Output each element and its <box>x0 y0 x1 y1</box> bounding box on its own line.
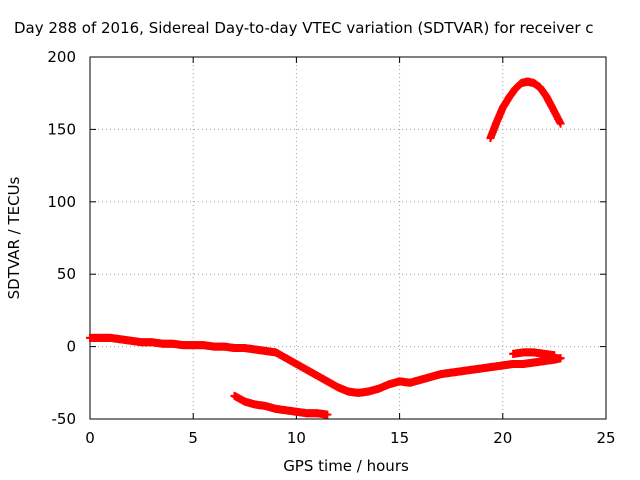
x-axis-label: GPS time / hours <box>283 457 409 475</box>
plot-border <box>89 56 607 420</box>
y-axis-label: SDTVAR / TECUs <box>5 176 23 299</box>
x-tick-label: 25 <box>596 429 615 447</box>
y-tick-label: 0 <box>66 338 76 356</box>
x-tick-label: 5 <box>188 429 198 447</box>
x-tick-label: 20 <box>493 429 512 447</box>
y-tick-label: 100 <box>47 193 76 211</box>
data-point <box>556 119 565 128</box>
y-tick-label: 50 <box>57 265 76 283</box>
data-point <box>556 354 565 363</box>
series-2 <box>230 391 332 419</box>
x-axis: 0 5 10 15 20 25 <box>85 57 616 447</box>
data-point <box>323 410 332 419</box>
x-tick-label: 0 <box>85 429 95 447</box>
data-point <box>550 351 559 360</box>
series-4 <box>486 77 565 143</box>
y-axis: -50 0 50 100 150 200 <box>47 48 606 428</box>
y-tick-label: -50 <box>52 410 77 428</box>
y-tick-label: 200 <box>47 48 76 66</box>
x-tick-label: 10 <box>287 429 306 447</box>
series-1 <box>86 333 565 397</box>
x-tick-label: 15 <box>390 429 409 447</box>
y-tick-label: 150 <box>47 120 76 138</box>
series-3 <box>509 348 559 360</box>
chart-title: Day 288 of 2016, Sidereal Day-to-day VTE… <box>14 19 594 37</box>
data-points <box>86 77 565 419</box>
